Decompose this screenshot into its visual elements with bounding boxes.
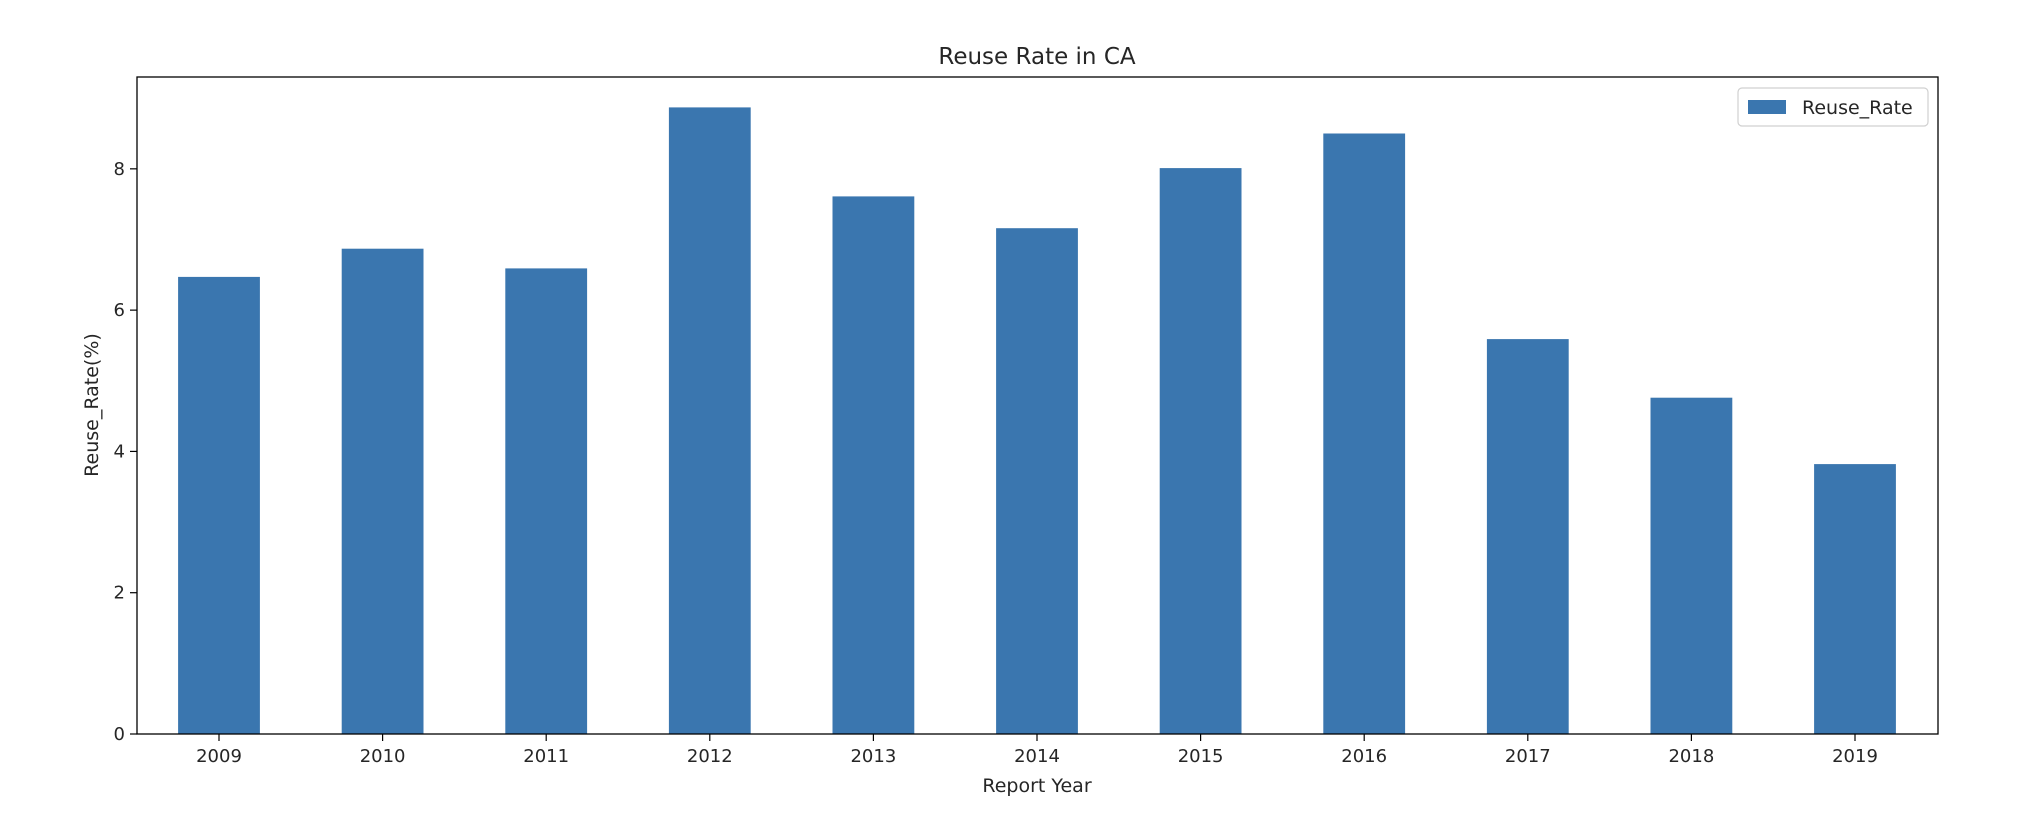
y-axis-label: Reuse_Rate(%) bbox=[81, 333, 103, 477]
x-tick-label: 2019 bbox=[1832, 746, 1878, 767]
bar-2011 bbox=[505, 268, 588, 734]
bar-2014 bbox=[996, 228, 1078, 734]
x-axis: 2009 2010 2011 2012 2013 2014 2015 2016 2017 2018… bbox=[196, 734, 1878, 767]
y-tick-label: 8 bbox=[114, 159, 125, 180]
legend-label: Reuse_Rate bbox=[1802, 97, 1913, 119]
legend-frame bbox=[1737, 87, 1929, 127]
bar-2012 bbox=[668, 107, 751, 734]
bars-group bbox=[178, 107, 1896, 735]
x-tick-label: 2013 bbox=[850, 746, 896, 767]
y-tick-label: 6 bbox=[114, 300, 125, 321]
x-tick-label: 2015 bbox=[1178, 746, 1224, 767]
y-axis: 0 2 4 6 8 bbox=[114, 159, 137, 745]
x-tick-label: 2012 bbox=[687, 746, 733, 767]
bar-2018 bbox=[1650, 397, 1733, 734]
bar-2010 bbox=[341, 248, 424, 734]
x-tick-label: 2009 bbox=[196, 746, 242, 767]
x-tick-label: 2011 bbox=[523, 746, 569, 767]
y-tick-label: 0 bbox=[114, 724, 125, 745]
x-tick-label: 2016 bbox=[1341, 746, 1387, 767]
bar-2013 bbox=[832, 196, 915, 734]
bar-2009 bbox=[178, 276, 260, 734]
chart-title: Reuse Rate in CA bbox=[938, 44, 1136, 70]
x-axis-label: Report Year bbox=[982, 775, 1091, 797]
bar-2017 bbox=[1486, 339, 1569, 734]
bar-2019 bbox=[1814, 464, 1896, 734]
x-tick-label: 2010 bbox=[360, 746, 406, 767]
x-tick-label: 2014 bbox=[1014, 746, 1060, 767]
y-tick-label: 4 bbox=[114, 441, 125, 462]
x-tick-label: 2018 bbox=[1668, 746, 1714, 767]
x-tick-label: 2017 bbox=[1505, 746, 1551, 767]
bar-2015 bbox=[1159, 168, 1242, 735]
legend-swatch bbox=[1748, 100, 1786, 114]
bar-2016 bbox=[1323, 133, 1406, 734]
legend: Reuse_Rate bbox=[1737, 87, 1929, 127]
y-tick-label: 2 bbox=[114, 583, 125, 604]
